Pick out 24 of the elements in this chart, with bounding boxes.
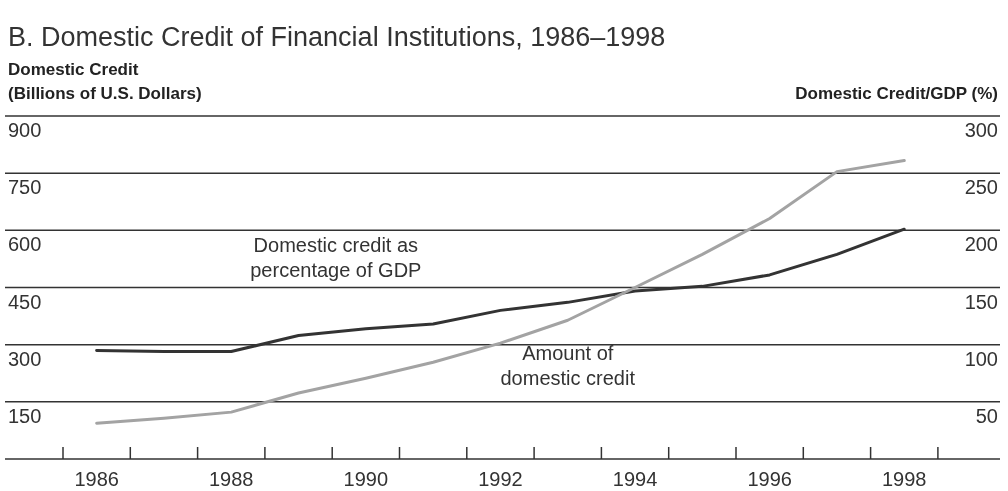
x-tick-label: 1990: [343, 468, 389, 490]
y-tick-label: 150: [8, 404, 42, 427]
y-tick-label: 900: [8, 119, 42, 141]
y2-tick-label: 200: [964, 233, 998, 256]
y-axis-title: Domestic Credit (Billions of U.S. Dollars): [8, 60, 202, 103]
x-tick-label: 1986: [74, 468, 119, 490]
chart-title: B. Domestic Credit of Financial Institutions, 1986–1998: [8, 22, 666, 52]
y-tick-label: 600: [8, 233, 42, 256]
y2-tick-label: 150: [964, 290, 998, 313]
y2-tick-label: 300: [964, 119, 998, 141]
y-tick-label: 450: [8, 290, 42, 313]
x-tick-label: 1988: [209, 468, 254, 490]
y2-tick-label: 50: [975, 404, 998, 427]
series-label: Amount of domestic credit: [500, 342, 636, 390]
y2-axis-title: Domestic Credit/GDP (%): [795, 84, 998, 103]
y2-tick-label: 100: [964, 347, 998, 370]
y2-tick-label: 250: [964, 176, 998, 199]
text: Domestic credit as percentage of GDP: [250, 233, 422, 281]
x-tick-label: 1992: [478, 468, 523, 490]
x-tick-label: 1998: [882, 468, 927, 490]
y-tick-label: 750: [8, 176, 42, 199]
x-tick-label: 1996: [747, 468, 792, 490]
x-tick-label: 1994: [612, 468, 658, 490]
y-tick-label: 300: [8, 347, 42, 370]
